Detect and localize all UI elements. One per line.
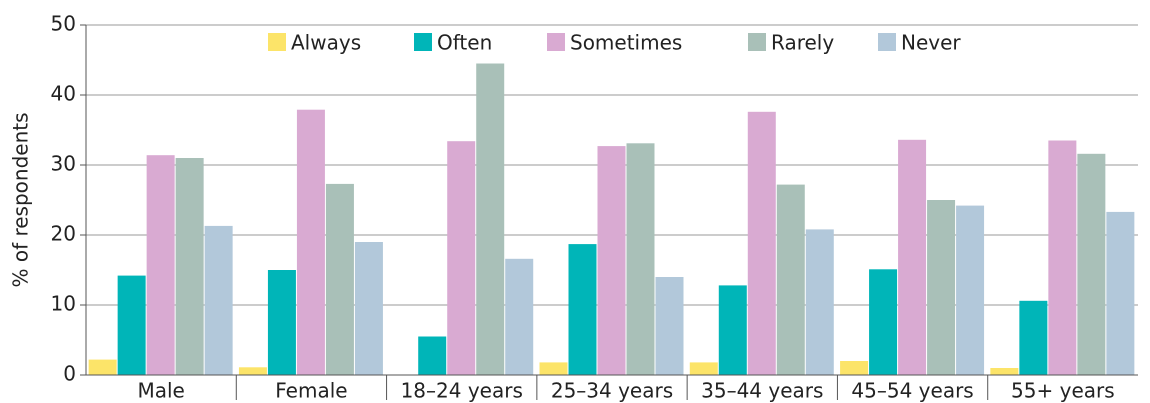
bar xyxy=(1048,140,1077,375)
legend-swatch xyxy=(414,33,432,51)
y-tick-label: 50 xyxy=(51,12,76,36)
bar xyxy=(175,158,204,375)
bar xyxy=(476,63,505,375)
bar xyxy=(840,361,869,375)
legend-label: Rarely xyxy=(771,31,834,55)
bar xyxy=(146,155,175,375)
x-tick-label: 18–24 years xyxy=(401,379,523,403)
bar xyxy=(689,362,718,375)
bar xyxy=(568,244,597,375)
bar xyxy=(354,242,383,375)
y-tick-label: 10 xyxy=(51,292,76,316)
bar xyxy=(505,258,534,375)
bar xyxy=(626,143,655,375)
legend-label: Always xyxy=(291,31,361,55)
y-tick-label: 30 xyxy=(51,152,76,176)
bar xyxy=(655,277,684,375)
bar xyxy=(990,368,1019,375)
bar xyxy=(869,269,898,375)
bar xyxy=(204,225,233,375)
x-tick-label: 55+ years xyxy=(1011,379,1115,403)
x-tick-label: 35–44 years xyxy=(701,379,823,403)
x-tick-label: Male xyxy=(137,379,184,403)
bar xyxy=(447,141,476,375)
bar xyxy=(267,270,296,375)
legend-swatch xyxy=(268,33,286,51)
legend-swatch xyxy=(878,33,896,51)
legend-label: Never xyxy=(901,31,961,55)
y-tick-label: 20 xyxy=(51,222,76,246)
bar xyxy=(597,146,626,375)
bar xyxy=(718,285,747,375)
bar xyxy=(88,359,117,375)
legend-label: Sometimes xyxy=(570,31,682,55)
x-tick-label: 25–34 years xyxy=(551,379,673,403)
bar xyxy=(539,362,568,375)
legend-swatch xyxy=(547,33,565,51)
bar xyxy=(927,200,956,375)
bar xyxy=(776,184,805,375)
bar xyxy=(1019,300,1048,375)
bar xyxy=(418,336,447,375)
y-axis-label: % of respondents xyxy=(9,112,33,287)
bar xyxy=(325,183,354,375)
bar xyxy=(747,111,776,376)
x-tick-label: Female xyxy=(275,379,347,403)
bar xyxy=(805,229,834,375)
legend-label: Often xyxy=(437,31,492,55)
bar xyxy=(117,275,146,375)
bar xyxy=(1106,211,1135,375)
bar xyxy=(1077,153,1106,375)
y-tick-label: 0 xyxy=(63,362,76,386)
bar xyxy=(296,109,325,375)
legend-swatch xyxy=(748,33,766,51)
bar xyxy=(238,367,267,375)
bar xyxy=(956,205,985,375)
x-tick-label: 45–54 years xyxy=(851,379,973,403)
bar xyxy=(898,139,927,375)
y-tick-label: 40 xyxy=(51,82,76,106)
